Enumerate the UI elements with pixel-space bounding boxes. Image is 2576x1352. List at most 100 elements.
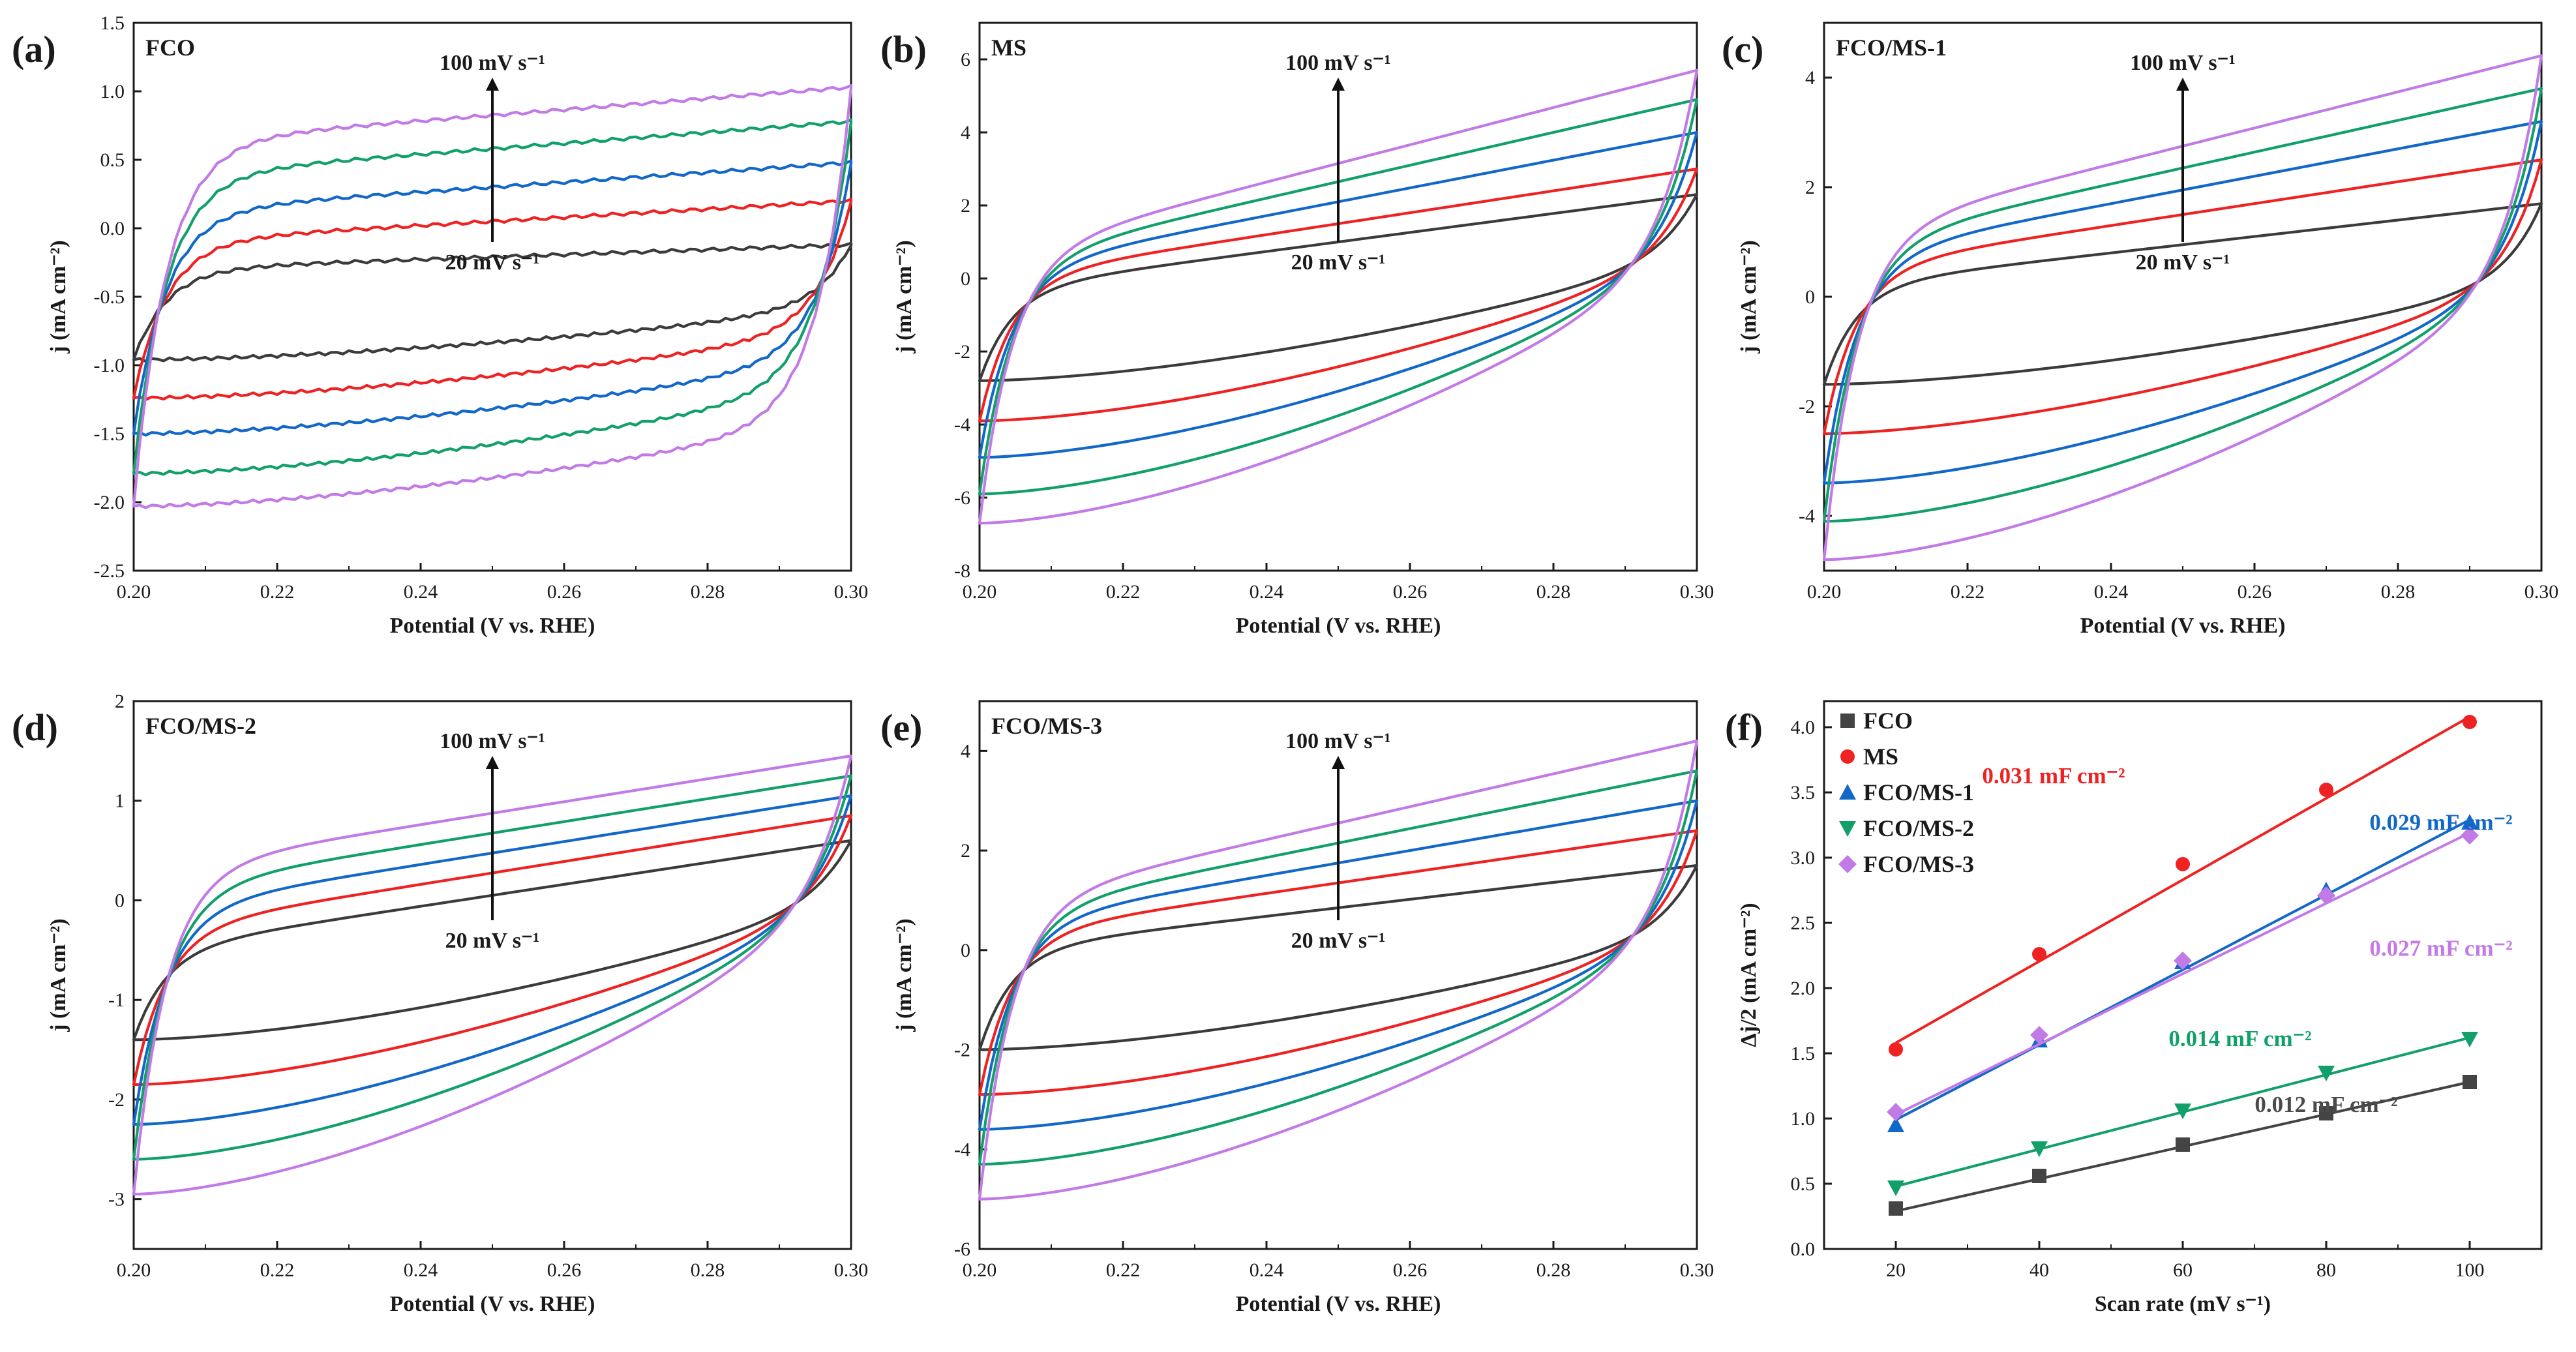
- slope-label: 0.014 mF cm⁻²: [2168, 1026, 2311, 1051]
- x-tick-label: 20: [1886, 1259, 1906, 1281]
- y-tick-label: 0: [115, 890, 125, 911]
- x-tick-label: 0.24: [404, 581, 438, 603]
- scan-rate-high-label: 100 mV s⁻¹: [1285, 51, 1391, 75]
- x-axis-label: Potential (V vs. RHE): [390, 614, 595, 638]
- y-tick-label: 1.5: [1791, 1043, 1816, 1064]
- slope-label: 0.029 mF cm⁻²: [2369, 809, 2512, 835]
- data-point: [1887, 1103, 1905, 1121]
- legend-entry: FCO/MS-3: [1863, 851, 1974, 877]
- panel-c-fco-ms-1: 0.20 0.22 0.24 0.26 0.28 0.30 -4 -2 0 2 4 Potential…: [1722, 22, 2558, 638]
- x-axis-label: Scan rate (mV s⁻¹): [2095, 1292, 2271, 1316]
- y-tick-label: 4.0: [1791, 717, 1816, 738]
- x-tick-label: 0.26: [1393, 581, 1428, 603]
- panel-f-capacitance-fit: 20 40 60 80 100 0.0 0.5 1.0 1.5 2.0 2.5 3.0 3.5 4.0 Sc…: [1725, 700, 2543, 1316]
- legend-entry: FCO: [1863, 708, 1913, 734]
- cv-curve-series-2: [978, 167, 1699, 423]
- scan-rate-arrow-head: [1332, 78, 1345, 91]
- y-tick-label: -2: [108, 1089, 125, 1111]
- x-tick-label: 0.20: [117, 581, 151, 603]
- y-tick-label: -2.0: [94, 492, 125, 513]
- panel-title: FCO/MS-1: [1836, 35, 1947, 61]
- scan-rate-low-label: 20 mV s⁻¹: [445, 250, 540, 275]
- data-point: [2174, 952, 2192, 970]
- cv-curve-series-1: [978, 193, 1699, 382]
- panel-title: MS: [991, 35, 1026, 61]
- scan-rate-low-label: 20 mV s⁻¹: [1291, 929, 1386, 953]
- legend-entry: FCO/MS-2: [1863, 815, 1974, 841]
- x-tick-label: 40: [2029, 1259, 2049, 1281]
- data-point: [2176, 857, 2190, 871]
- x-tick-label: 0.28: [691, 581, 725, 603]
- scan-rate-arrow-head: [486, 756, 499, 769]
- cv-curve-series-2: [978, 829, 1699, 1096]
- cv-curve-series-2: [132, 198, 853, 401]
- y-axis-label: j (mA cm⁻²): [892, 240, 916, 354]
- y-tick-label: -1.5: [94, 423, 125, 445]
- slope-label: 0.027 mF cm⁻²: [2369, 936, 2512, 961]
- panel-title: FCO: [145, 35, 195, 61]
- scan-rate-high-label: 100 mV s⁻¹: [440, 729, 545, 753]
- cv-curve-series-3: [132, 794, 853, 1126]
- y-tick-label: -2.5: [94, 560, 125, 582]
- y-axis-label: j (mA cm⁻²): [46, 240, 70, 354]
- y-tick-label: 1.5: [100, 12, 125, 34]
- y-tick-label: -3: [108, 1189, 125, 1210]
- legend-marker: [1840, 749, 1855, 764]
- fit-line-2: [1895, 715, 2470, 1044]
- data-point: [2461, 826, 2479, 845]
- y-tick-label: 1.0: [100, 81, 125, 102]
- y-tick-label: 1: [115, 790, 125, 812]
- y-tick-label: -1: [108, 989, 125, 1011]
- y-tick-label: 0: [961, 268, 970, 290]
- panel-letter: (f): [1725, 706, 1763, 749]
- fit-line-5: [1895, 832, 2470, 1116]
- data-point: [1889, 1042, 1903, 1057]
- x-tick-label: 0.30: [1680, 1259, 1715, 1281]
- x-tick-label: 0.28: [1536, 581, 1571, 603]
- cv-curve-series-4: [1822, 87, 2543, 523]
- panel-d-fco-ms-2: 0.20 0.22 0.24 0.26 0.28 0.30 -3 -2 -1 0 1 2 Potenti…: [12, 691, 868, 1316]
- data-point: [2318, 1066, 2335, 1081]
- x-tick-label: 0.20: [117, 1259, 151, 1281]
- y-tick-label: -2: [954, 341, 970, 363]
- y-axis-label: j (mA cm⁻²): [1737, 240, 1761, 354]
- y-tick-label: 4: [961, 122, 970, 143]
- legend-marker: [1839, 821, 1856, 837]
- scan-rate-high-label: 100 mV s⁻¹: [440, 51, 545, 75]
- x-axis-label: Potential (V vs. RHE): [1236, 614, 1441, 638]
- x-tick-label: 0.20: [963, 1259, 997, 1281]
- y-tick-label: -2: [954, 1040, 970, 1061]
- x-axis-label: Potential (V vs. RHE): [390, 1292, 595, 1316]
- x-tick-label: 0.24: [1250, 1259, 1284, 1281]
- x-tick-label: 0.28: [1536, 1259, 1571, 1281]
- x-tick-label: 0.24: [2094, 581, 2129, 603]
- panel-letter: (d): [12, 706, 58, 749]
- y-tick-label: 3.5: [1791, 782, 1816, 804]
- cv-curve-series-4: [978, 98, 1699, 496]
- cv-curve-series-1: [1822, 202, 2543, 386]
- cv-curve-series-1: [978, 864, 1699, 1051]
- panel-a-fco: 0.20 0.22 0.24 0.26 0.28 0.30 -2.5 -2.0 -1.5 -1.0…: [12, 12, 868, 638]
- y-tick-label: -1.0: [94, 355, 125, 376]
- cv-curve-series-4: [132, 774, 853, 1161]
- legend-marker: [1838, 855, 1857, 873]
- x-tick-label: 60: [2173, 1259, 2193, 1281]
- x-tick-label: 0.22: [1106, 581, 1141, 603]
- y-tick-label: 2: [1805, 177, 1815, 198]
- x-tick-label: 0.22: [260, 581, 295, 603]
- cv-curve-series-5: [1822, 54, 2543, 562]
- data-point: [1889, 1201, 1903, 1216]
- data-point: [2174, 1104, 2191, 1119]
- y-tick-label: 2: [961, 840, 970, 862]
- legend-entry: FCO/MS-1: [1863, 779, 1974, 805]
- x-tick-label: 0.26: [547, 1259, 582, 1281]
- y-tick-label: -6: [954, 487, 970, 509]
- x-tick-label: 0.26: [2238, 581, 2272, 603]
- slope-label: 0.031 mF cm⁻²: [1982, 763, 2125, 789]
- cv-curve-series-3: [978, 130, 1699, 459]
- data-point: [2461, 814, 2478, 830]
- panel-letter: (b): [880, 28, 927, 70]
- y-axis-label: j (mA cm⁻²): [46, 918, 70, 1032]
- y-tick-label: -4: [954, 414, 970, 436]
